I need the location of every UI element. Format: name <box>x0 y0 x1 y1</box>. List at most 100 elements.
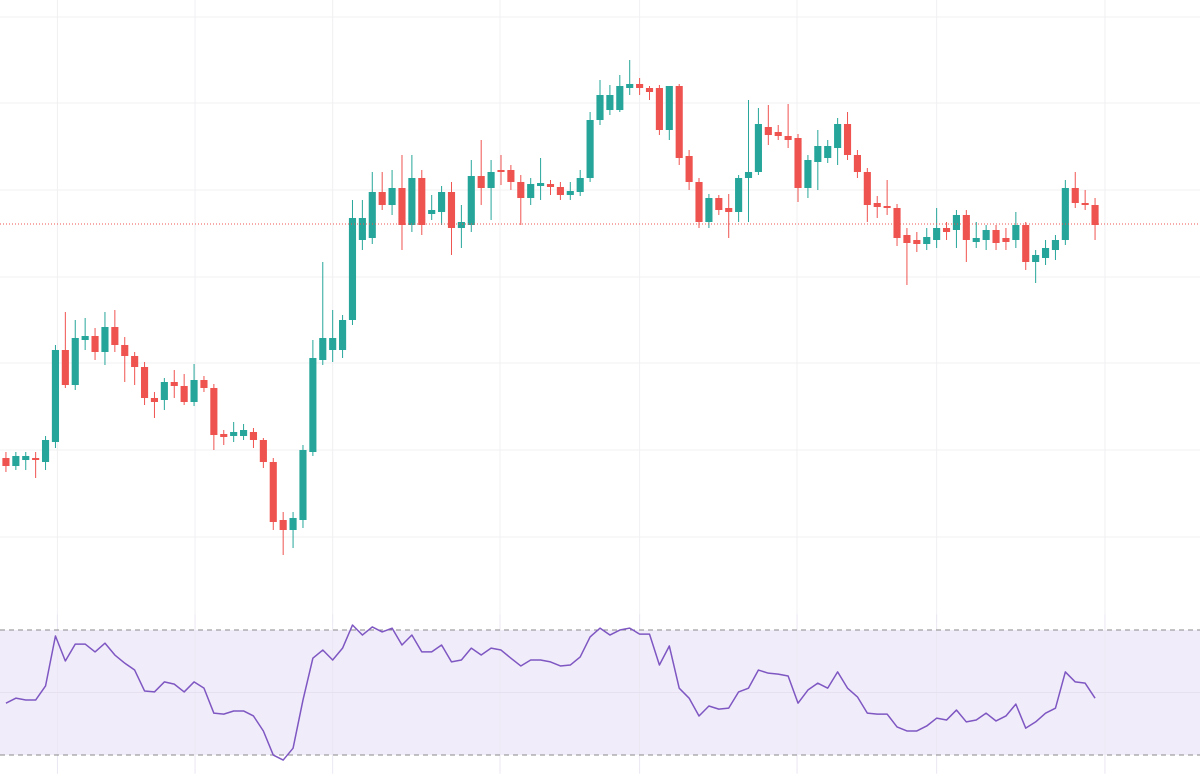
candle-body <box>774 132 782 136</box>
candle-body <box>418 178 426 225</box>
candle-body <box>51 350 60 442</box>
candle-body <box>32 458 40 460</box>
candle-body <box>556 187 564 195</box>
candle-body <box>873 203 881 207</box>
candle-body <box>1071 188 1079 203</box>
candle-body <box>249 432 258 440</box>
candle-body <box>952 215 960 230</box>
candle-body <box>240 430 248 436</box>
candle-body <box>12 456 20 466</box>
candle-body <box>71 338 79 385</box>
rsi-line <box>5 624 1096 761</box>
candle-body <box>477 176 485 188</box>
candle-body <box>329 338 337 350</box>
candle-body <box>1061 188 1069 240</box>
candle-body <box>665 86 673 130</box>
candle-body <box>546 184 555 187</box>
candle-body <box>636 84 644 88</box>
candle-body <box>348 218 357 320</box>
candle-body <box>378 192 386 205</box>
candle-body <box>1081 203 1089 205</box>
candle-body <box>715 198 723 210</box>
candle-body <box>913 240 921 244</box>
candle-body <box>121 345 129 356</box>
candle-body <box>576 178 584 192</box>
candle-body <box>111 327 119 345</box>
candle-body <box>2 458 10 466</box>
candle-body <box>586 120 594 178</box>
candle-body <box>131 356 139 367</box>
candle-body <box>1032 255 1040 262</box>
candle-body <box>81 336 89 340</box>
candle-body <box>467 176 475 225</box>
candle-body <box>180 386 188 402</box>
candle-body <box>764 127 772 135</box>
candle-body <box>1022 225 1030 262</box>
candle-body <box>1012 225 1020 240</box>
candle-body <box>992 230 1000 243</box>
candle-body <box>527 184 535 198</box>
candle-body <box>1002 238 1010 242</box>
candle-body <box>269 462 277 522</box>
candle-body <box>626 84 634 88</box>
candle-body <box>675 86 683 158</box>
candle-body <box>972 238 980 242</box>
candle-body <box>982 230 990 240</box>
candle-body <box>487 172 495 188</box>
candle-body <box>150 398 159 402</box>
candle-body <box>140 367 149 398</box>
candle-body <box>942 228 951 232</box>
candle-body <box>744 172 753 178</box>
candle-body <box>893 208 901 238</box>
candle-body <box>358 218 366 240</box>
candle-body <box>725 208 733 212</box>
candle-body <box>210 388 218 435</box>
candle-body <box>883 206 891 208</box>
candle-body <box>923 237 931 244</box>
candle-body <box>1041 248 1050 258</box>
candle-body <box>655 88 663 130</box>
candle-body <box>537 183 545 186</box>
candle-body <box>824 146 832 158</box>
candle-body <box>299 450 307 520</box>
candle-body <box>398 188 406 225</box>
candle-body <box>319 338 327 360</box>
candle-body <box>457 222 465 228</box>
candle-body <box>566 191 574 195</box>
candle-body <box>784 136 792 140</box>
candle-body <box>1091 205 1099 225</box>
candle-body <box>606 95 614 110</box>
candle-body <box>685 156 693 182</box>
candle-body <box>61 350 69 385</box>
candle-body <box>735 178 743 212</box>
candle-body <box>447 192 456 228</box>
candle-body <box>408 178 416 225</box>
candle-body <box>853 155 861 172</box>
candle-body <box>279 520 287 530</box>
candle-body <box>101 327 109 352</box>
candle-body <box>695 182 703 222</box>
candle-body <box>705 198 713 222</box>
candle-body <box>843 124 852 155</box>
candle-body <box>160 382 168 400</box>
candle-body <box>22 456 30 460</box>
candle-body <box>388 188 396 205</box>
candle-body <box>309 358 317 452</box>
candle-body <box>190 380 198 402</box>
candle-body <box>339 320 347 350</box>
candle-body <box>289 518 297 530</box>
candle-body <box>497 170 505 172</box>
candle-body <box>230 432 238 436</box>
candle-body <box>220 434 228 437</box>
candle-body <box>814 146 822 162</box>
candle-body <box>834 124 842 148</box>
candle-body <box>863 172 871 205</box>
candle-body <box>200 380 208 388</box>
candle-body <box>645 88 654 92</box>
candle-body <box>933 228 941 240</box>
candle-body <box>368 192 376 238</box>
candle-body <box>259 440 267 462</box>
candle-body <box>428 210 436 214</box>
